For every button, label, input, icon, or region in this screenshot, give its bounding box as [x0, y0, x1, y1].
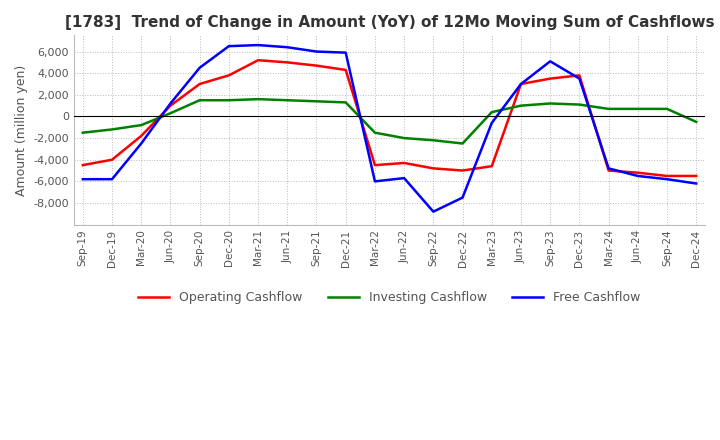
Investing Cashflow — [195, 98, 204, 103]
Line: Investing Cashflow: Investing Cashflow — [83, 99, 696, 143]
Free Cashflow — [225, 44, 233, 49]
Free Cashflow — [458, 195, 467, 200]
Operating Cashflow — [78, 162, 87, 168]
Investing Cashflow — [78, 130, 87, 136]
Free Cashflow — [253, 42, 262, 48]
Investing Cashflow — [487, 110, 496, 115]
Investing Cashflow — [371, 130, 379, 136]
Operating Cashflow — [225, 73, 233, 78]
Investing Cashflow — [283, 98, 292, 103]
Investing Cashflow — [225, 98, 233, 103]
Investing Cashflow — [166, 110, 175, 116]
Operating Cashflow — [166, 103, 175, 108]
Free Cashflow — [546, 59, 554, 64]
Free Cashflow — [312, 49, 321, 54]
Investing Cashflow — [312, 99, 321, 104]
Legend: Operating Cashflow, Investing Cashflow, Free Cashflow: Operating Cashflow, Investing Cashflow, … — [133, 286, 646, 309]
Free Cashflow — [137, 141, 145, 146]
Investing Cashflow — [137, 122, 145, 128]
Line: Operating Cashflow: Operating Cashflow — [83, 60, 696, 176]
Operating Cashflow — [517, 81, 526, 87]
Investing Cashflow — [662, 106, 671, 111]
Operating Cashflow — [400, 160, 408, 165]
Investing Cashflow — [400, 136, 408, 141]
Operating Cashflow — [634, 170, 642, 176]
Free Cashflow — [400, 176, 408, 181]
Investing Cashflow — [253, 96, 262, 102]
Title: [1783]  Trend of Change in Amount (YoY) of 12Mo Moving Sum of Cashflows: [1783] Trend of Change in Amount (YoY) o… — [65, 15, 714, 30]
Operating Cashflow — [575, 73, 584, 78]
Free Cashflow — [575, 76, 584, 81]
Operating Cashflow — [195, 81, 204, 87]
Operating Cashflow — [283, 60, 292, 65]
Free Cashflow — [429, 209, 438, 214]
Y-axis label: Amount (million yen): Amount (million yen) — [15, 64, 28, 196]
Free Cashflow — [662, 176, 671, 182]
Operating Cashflow — [662, 173, 671, 179]
Operating Cashflow — [371, 162, 379, 168]
Free Cashflow — [604, 166, 613, 171]
Operating Cashflow — [312, 63, 321, 68]
Free Cashflow — [283, 44, 292, 50]
Operating Cashflow — [604, 168, 613, 173]
Line: Free Cashflow: Free Cashflow — [83, 45, 696, 212]
Investing Cashflow — [546, 101, 554, 106]
Investing Cashflow — [634, 106, 642, 111]
Free Cashflow — [341, 50, 350, 55]
Free Cashflow — [166, 101, 175, 106]
Investing Cashflow — [429, 138, 438, 143]
Investing Cashflow — [575, 102, 584, 107]
Free Cashflow — [108, 176, 117, 182]
Operating Cashflow — [487, 164, 496, 169]
Operating Cashflow — [692, 173, 701, 179]
Investing Cashflow — [692, 119, 701, 125]
Investing Cashflow — [108, 127, 117, 132]
Investing Cashflow — [458, 141, 467, 146]
Free Cashflow — [195, 65, 204, 70]
Operating Cashflow — [429, 166, 438, 171]
Free Cashflow — [487, 120, 496, 125]
Operating Cashflow — [108, 157, 117, 162]
Free Cashflow — [634, 173, 642, 179]
Operating Cashflow — [458, 168, 467, 173]
Operating Cashflow — [546, 76, 554, 81]
Operating Cashflow — [253, 58, 262, 63]
Investing Cashflow — [341, 100, 350, 105]
Free Cashflow — [371, 179, 379, 184]
Investing Cashflow — [604, 106, 613, 111]
Operating Cashflow — [341, 67, 350, 73]
Free Cashflow — [78, 176, 87, 182]
Investing Cashflow — [517, 103, 526, 108]
Free Cashflow — [517, 81, 526, 87]
Operating Cashflow — [137, 133, 145, 139]
Free Cashflow — [692, 181, 701, 186]
